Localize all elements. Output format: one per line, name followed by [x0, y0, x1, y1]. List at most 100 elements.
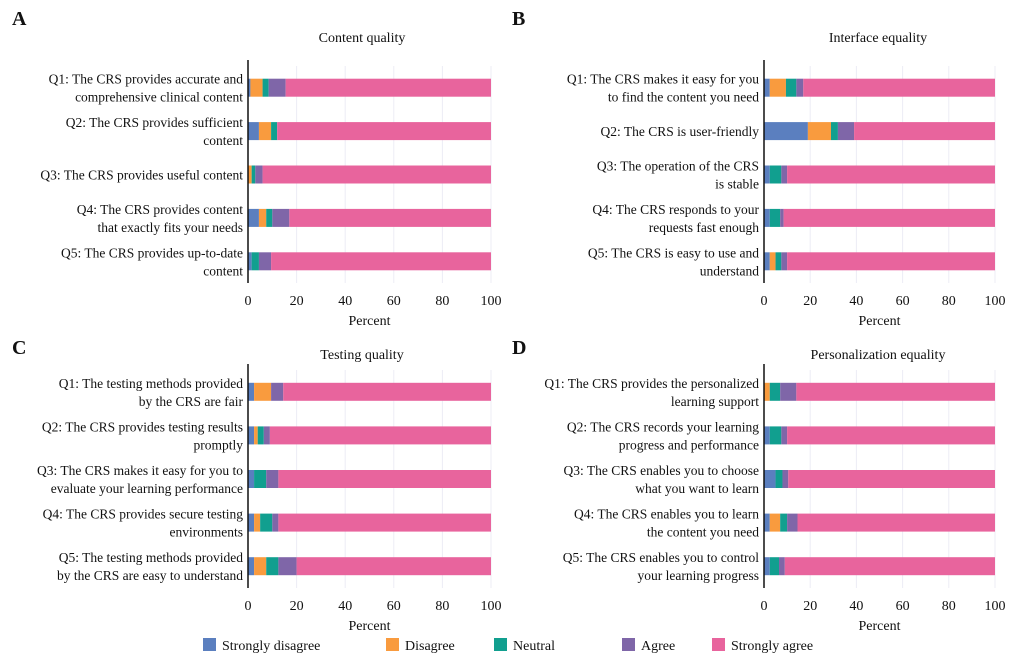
bar-segment: [260, 513, 273, 532]
category-label-line: learning support: [671, 394, 759, 409]
category-label: Q2: The CRS provides sufficient content: [66, 115, 243, 148]
bar-segment: [764, 513, 770, 532]
category-label-line: what you want to learn: [635, 481, 759, 496]
legend: Strongly disagree Disagree Neutral Agree Str…: [203, 638, 813, 654]
x-tick-label: 80: [435, 294, 449, 309]
bar-segment: [254, 470, 267, 488]
category-label-line: environments: [170, 525, 244, 540]
bar-segment: [764, 122, 808, 141]
bar-segment: [248, 557, 255, 576]
bar-segment: [775, 470, 783, 488]
category-label-line: Q3: The CRS enables you to choose: [564, 463, 759, 478]
bar-segment: [775, 252, 782, 271]
bar-segment: [769, 78, 786, 97]
legend-swatch: [494, 638, 507, 651]
bar-segment: [764, 426, 770, 445]
bar-segment: [796, 382, 995, 401]
bar-segment: [779, 557, 785, 576]
category-label: Q4: The CRS provides secure testing envir…: [43, 507, 244, 540]
category-label-line: Q3: The operation of the CRS: [597, 159, 759, 174]
panel-title: Testing quality: [320, 348, 403, 363]
category-label: Q2: The CRS provides testing results prom…: [42, 419, 243, 452]
x-tick-label: 100: [985, 294, 1006, 309]
category-label-line: Q3: The CRS makes it easy for you to: [37, 463, 243, 478]
bar-segment: [781, 426, 788, 445]
bar-segment: [251, 165, 256, 184]
x-tick-label: 80: [942, 599, 956, 614]
bar-segment: [780, 208, 784, 227]
bar-segment: [285, 78, 491, 97]
bar-segment: [248, 122, 259, 141]
bar-segment: [278, 513, 491, 532]
bar-segment: [787, 252, 995, 271]
bar-segment: [263, 426, 270, 445]
x-tick-label: 20: [803, 599, 817, 614]
category-label: Q5: The testing methods provided by the C…: [57, 550, 243, 583]
bar-segment: [803, 78, 995, 97]
legend-swatch: [386, 638, 399, 651]
category-label: Q1: The CRS provides accurate and compreh…: [49, 72, 244, 105]
bar-segment: [248, 208, 259, 227]
x-tick-label: 40: [338, 599, 352, 614]
bar-segment: [248, 382, 255, 401]
bar-segment: [830, 122, 838, 141]
x-axis-title: Percent: [349, 619, 391, 634]
bar-segment: [797, 513, 995, 532]
legend-label: Disagree: [405, 639, 455, 654]
category-label-line: evaluate your learning performance: [51, 481, 243, 496]
legend-swatch: [203, 638, 216, 651]
panel-b: B Interface equality Q1: The CRS makes i…: [512, 8, 1006, 329]
category-label-line: requests fast enough: [649, 220, 759, 235]
category-label-line: Q2: The CRS records your learning: [567, 419, 759, 434]
legend-label: Neutral: [513, 639, 555, 654]
category-label: Q5: The CRS is easy to use and understand: [588, 245, 759, 278]
bar-segment: [764, 78, 770, 97]
bar-segment: [787, 513, 798, 532]
x-tick-label: 20: [290, 599, 304, 614]
panel-letter: D: [512, 337, 526, 359]
category-label: Q5: The CRS provides up-to-date content: [61, 245, 243, 278]
bar-segment: [248, 252, 252, 271]
category-label-line: by the CRS are fair: [139, 394, 244, 409]
panel-letter: B: [512, 8, 525, 30]
category-label: Q3: The operation of the CRS is stable: [597, 159, 759, 192]
panel-letter: C: [12, 337, 26, 359]
x-tick-label: 100: [481, 294, 502, 309]
bar-segment: [258, 252, 272, 271]
bar-segment: [769, 208, 781, 227]
category-label-line: Q5: The testing methods provided: [59, 550, 243, 565]
bar-segment: [248, 426, 255, 445]
bar-segment: [268, 78, 286, 97]
category-label-line: comprehensive clinical content: [75, 90, 243, 105]
bar-segment: [255, 165, 263, 184]
panel-title: Personalization equality: [811, 348, 946, 363]
legend-label: Agree: [641, 639, 675, 654]
x-tick-label: 0: [761, 294, 768, 309]
bar-segment: [837, 122, 855, 141]
bar-segment: [266, 470, 279, 488]
x-axis-title: Percent: [859, 619, 901, 634]
x-axis-title: Percent: [859, 314, 901, 329]
category-label-line: understand: [700, 263, 759, 278]
bar-segment: [248, 470, 255, 488]
category-label: Q1: The CRS makes it easy for you to find…: [567, 72, 759, 105]
x-tick-label: 60: [387, 599, 401, 614]
category-label-line: by the CRS are easy to understand: [57, 568, 243, 583]
bar-segment: [254, 426, 258, 445]
category-label-line: Q4: The CRS responds to your: [592, 202, 759, 217]
bar-segment: [289, 208, 491, 227]
category-label-line: is stable: [715, 177, 759, 192]
category-label-line: promptly: [194, 437, 244, 452]
bar-segment: [262, 165, 491, 184]
legend-swatch: [622, 638, 635, 651]
category-label-line: progress and performance: [619, 437, 759, 452]
category-label-line: that exactly fits your needs: [98, 220, 243, 235]
category-label-line: Q5: The CRS is easy to use and: [588, 245, 759, 260]
category-label-line: Q1: The testing methods provided: [59, 376, 243, 391]
legend-label: Strongly agree: [731, 639, 813, 654]
bar-segment: [283, 382, 491, 401]
x-tick-label: 40: [849, 599, 863, 614]
x-tick-label: 40: [849, 294, 863, 309]
x-tick-label: 0: [245, 294, 252, 309]
x-tick-label: 20: [803, 294, 817, 309]
